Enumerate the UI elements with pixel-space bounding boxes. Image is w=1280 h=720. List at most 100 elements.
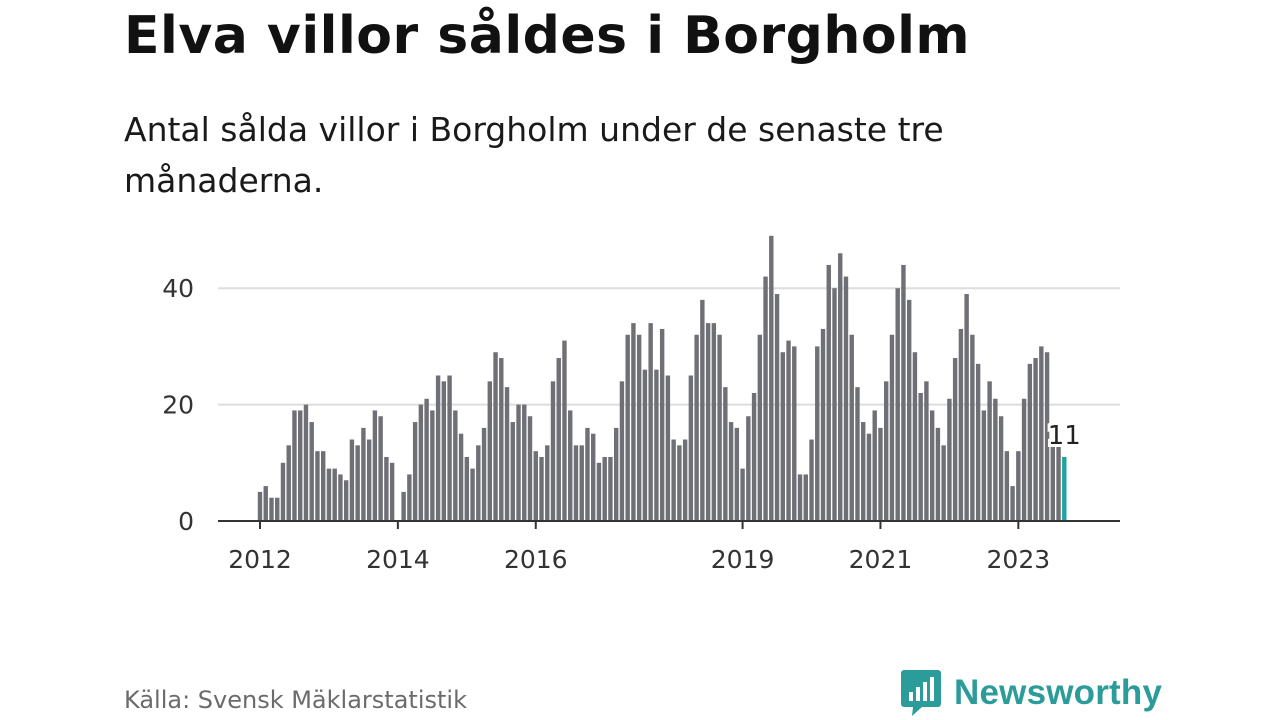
- bar: [763, 276, 768, 521]
- bar: [298, 410, 303, 521]
- bar: [952, 358, 958, 521]
- bar: [608, 456, 613, 521]
- bar: [326, 468, 332, 521]
- bar: [889, 334, 895, 521]
- bar: [987, 381, 992, 521]
- bar: [700, 299, 705, 521]
- bar: [809, 439, 814, 521]
- bar: [424, 398, 429, 521]
- bar: [751, 392, 757, 521]
- bar: [573, 445, 579, 521]
- bar: [671, 439, 676, 521]
- bar: [338, 474, 343, 521]
- bar: [757, 334, 763, 521]
- y-tick-label: 20: [162, 391, 194, 420]
- bar: [372, 410, 378, 521]
- x-tick-label: 2012: [228, 545, 292, 574]
- bar: [1050, 439, 1056, 521]
- bar: [384, 456, 389, 521]
- bar: [895, 288, 900, 521]
- bar: [568, 410, 573, 521]
- bar: [1033, 358, 1038, 521]
- bar: [677, 445, 682, 521]
- brand-logo[interactable]: Newsworthy: [900, 668, 1162, 718]
- annotation-label: 11: [1048, 421, 1081, 451]
- bar: [780, 352, 785, 521]
- bar: [654, 369, 659, 521]
- bar: [682, 439, 688, 521]
- bar: [481, 427, 487, 521]
- bar: [602, 456, 607, 521]
- bar: [843, 276, 849, 521]
- bar: [642, 369, 648, 521]
- bar: [792, 346, 797, 521]
- axes: [218, 520, 1120, 529]
- bar: [321, 451, 326, 521]
- bar: [619, 381, 625, 521]
- bar: [378, 416, 383, 521]
- bar: [636, 334, 642, 521]
- x-tick-label: 2021: [849, 545, 913, 574]
- bar: [280, 462, 286, 521]
- bar: [355, 445, 360, 521]
- y-tick-label: 40: [162, 274, 194, 303]
- bar: [740, 468, 745, 521]
- y-tick-label: 0: [178, 507, 194, 536]
- bar: [826, 264, 831, 521]
- bar: [275, 497, 280, 521]
- bar: [349, 439, 355, 521]
- bar: [1027, 363, 1033, 521]
- bar: [769, 235, 774, 521]
- bar: [728, 422, 734, 521]
- bar: [263, 486, 268, 521]
- bar: [924, 381, 929, 521]
- bar: [562, 340, 567, 521]
- bar: [343, 480, 349, 521]
- bar: [591, 433, 596, 521]
- bar: [1010, 486, 1015, 521]
- bar: [458, 433, 464, 521]
- chart-title: Elva villor såldes i Borgholm: [124, 6, 971, 66]
- bar: [545, 445, 550, 521]
- bar: [401, 491, 406, 521]
- bar: [861, 422, 866, 521]
- bar: [970, 334, 975, 521]
- bar: [510, 422, 515, 521]
- bar: [694, 334, 699, 521]
- bar: [303, 404, 309, 521]
- bar: [797, 474, 803, 521]
- x-tick-label: 2016: [504, 545, 568, 574]
- bar: [659, 328, 665, 521]
- bar: [866, 433, 872, 521]
- bar: [407, 474, 412, 521]
- bar: [1016, 451, 1021, 521]
- bar: [648, 323, 653, 521]
- bar: [476, 445, 481, 521]
- bar: [286, 445, 291, 521]
- bar: [906, 299, 912, 521]
- bar: [487, 381, 492, 521]
- bar: [872, 410, 877, 521]
- bar: [688, 375, 694, 521]
- bar: [447, 375, 452, 521]
- bar: [723, 387, 728, 521]
- source-note: Källa: Svensk Mäklarstatistik: [124, 686, 467, 714]
- bar: [912, 352, 918, 521]
- bar: [746, 416, 751, 521]
- bar: [993, 398, 998, 521]
- bar: [711, 323, 717, 521]
- axis-labels: 0 20 40 2012 2014 2016 2019 2021 2023 11: [162, 274, 1084, 574]
- bar: [579, 445, 584, 521]
- x-tick-label: 2014: [366, 545, 430, 574]
- bar: [929, 410, 935, 521]
- bar: [1056, 439, 1061, 521]
- bar: [838, 253, 843, 521]
- bar: [631, 323, 636, 521]
- bar: [625, 334, 630, 521]
- bar: [998, 416, 1004, 521]
- bar: [820, 328, 826, 521]
- bar: [257, 491, 263, 521]
- bar: [470, 468, 475, 521]
- bar: [453, 410, 458, 521]
